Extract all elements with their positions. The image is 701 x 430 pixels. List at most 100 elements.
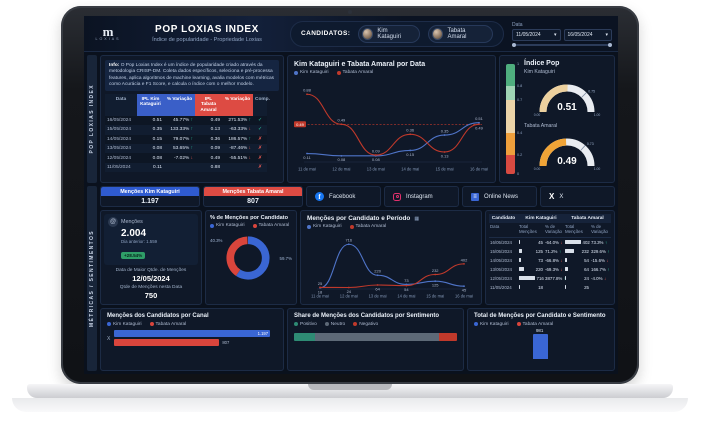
x-button[interactable]: X X [540, 186, 615, 207]
share-segment-neutro[interactable] [315, 332, 440, 341]
ipl-table-header[interactable]: % Variação [222, 94, 253, 116]
ipl-table-cell[interactable]: 45.77% ↑ [164, 115, 195, 126]
mentions-table-cell[interactable]: 402 [564, 238, 590, 247]
mentions-table-cell[interactable] [544, 283, 564, 292]
mentions-table-cell[interactable]: -64.0% ↓ [545, 239, 563, 245]
mentions-table-subheader[interactable]: % de Variação [544, 223, 564, 238]
mentions-table-cell[interactable]: 13/05/2024 [490, 266, 512, 272]
ipl-table-header[interactable]: IPL Kim Kataguiri [137, 94, 164, 116]
mentions-table-subheader[interactable]: % de Variação [590, 223, 611, 238]
mentions-table-cell[interactable]: 25 [564, 283, 590, 292]
channel-bar[interactable] [114, 338, 220, 346]
mentions-table-cell[interactable]: -69.3% ↓ [545, 266, 563, 272]
legend-item[interactable]: Tabata Amaral [149, 322, 186, 327]
mentions-table-cell[interactable]: 16/05/2024 [490, 239, 512, 245]
ipl-table-cell[interactable]: 53.65% ↑ [164, 143, 195, 154]
ipl-table-cell[interactable]: -55.51% ↓ [222, 153, 253, 163]
ipl-table-cell[interactable]: ✓ [253, 125, 267, 135]
mentions-table-cell[interactable]: 716 [518, 274, 544, 283]
mentions-table-cell[interactable]: -4.0% ↓ [591, 275, 607, 281]
legend-item[interactable]: Kim Kataguiri [210, 223, 245, 228]
mentions-table-cell[interactable]: 24 [564, 274, 590, 283]
online-news-button[interactable]: ≡ Online News [462, 186, 537, 207]
mentions-table-cell[interactable]: 166.7% ↑ [591, 266, 610, 272]
ipl-table-cell[interactable]: 0.11 [137, 162, 164, 173]
mentions-table-subheader[interactable]: Data [489, 223, 518, 238]
mentions-table-subheader[interactable]: Total Menções [518, 223, 544, 238]
ipl-table-cell[interactable]: 0.51 [137, 115, 164, 126]
ipl-table-cell[interactable]: 186.57% ↑ [222, 134, 253, 144]
mentions-table-cell[interactable]: 73.3% ↑ [591, 239, 608, 245]
legend-item[interactable]: Tabata Amaral [349, 224, 386, 229]
channel-bar[interactable]: 1.197 [114, 329, 271, 337]
legend-item[interactable]: Neutro [324, 322, 345, 327]
legend-item[interactable]: Tabata Amaral [516, 322, 553, 327]
ipl-table-cell[interactable]: 271.53% ↑ [222, 115, 253, 126]
slider-handle-left[interactable] [512, 42, 516, 47]
mentions-table-cell[interactable]: 220 [518, 265, 544, 274]
legend-item[interactable]: Kim Kataguiri [307, 224, 342, 229]
share-stacked-bar[interactable] [294, 332, 457, 341]
mentions-table-cell[interactable]: 18 [518, 283, 544, 292]
legend-item[interactable]: Tabata Amaral [336, 70, 373, 75]
mentions-line-chart[interactable]: 18 716 220 73 125 45 25 24 64 54 232 402 11 de mai 12… [307, 230, 477, 305]
ipl-table-cell[interactable]: 11/05/2024 [105, 162, 137, 173]
mentions-table-group-header[interactable]: Tabata Amaral [564, 214, 611, 223]
ipl-table-cell[interactable]: 0.09 [195, 143, 222, 154]
ipl-table-cell[interactable]: 12/05/2024 [105, 153, 137, 163]
ipl-table-header[interactable]: Data [105, 94, 137, 116]
mentions-table-subheader[interactable]: Total Menções [564, 223, 590, 238]
instagram-button[interactable]: Instagram [384, 186, 459, 207]
mentions-table-cell[interactable]: 14/05/2024 [490, 257, 512, 263]
candidate-chip-kim[interactable]: Kim Kataguiri [358, 24, 421, 43]
candidate-chip-tabata[interactable]: Tabata Amaral [428, 24, 493, 43]
ipl-table-cell[interactable]: 16/05/2024 [105, 115, 137, 126]
mentions-table-cell[interactable]: 12/05/2024 [490, 275, 512, 281]
mentions-table-group-header[interactable]: Kim Kataguiri [518, 214, 564, 223]
share-segment-positivo[interactable] [294, 332, 316, 341]
ipl-table[interactable]: Data IPL Kim Kataguiri % Variação IPL Tabat… [105, 94, 279, 173]
legend-item[interactable]: Kim Kataguiri [474, 322, 509, 327]
mentions-table-cell[interactable]: 45 [518, 238, 544, 247]
gauge-kim[interactable]: 0.75 0.51 0.00 1.00 [524, 75, 610, 122]
mentions-table-cell[interactable] [590, 283, 611, 292]
slider-handle-right[interactable] [608, 42, 612, 47]
rail-section-pop-index[interactable]: POP LOXIAS INDEX [87, 55, 97, 183]
mentions-table-cell[interactable]: -66.8% ↓ [545, 257, 563, 263]
ipl-table-header[interactable]: Comp. [253, 94, 270, 116]
ipl-table-cell[interactable]: -7.02% ↓ [164, 153, 195, 163]
ipl-table-cell[interactable] [164, 162, 195, 173]
ipl-table-cell[interactable]: 0.49 [195, 115, 222, 126]
channel-bars-chart[interactable]: X 1.197 807 [107, 329, 277, 348]
sentiment-bar[interactable] [532, 334, 548, 359]
ipl-table-cell[interactable]: 0.08 [137, 143, 164, 154]
legend-item[interactable]: Kim Kataguiri [294, 70, 329, 75]
mentions-table-cell[interactable]: 71.2% ↑ [545, 248, 562, 254]
ipl-table-cell[interactable]: 133.33% ↑ [164, 125, 195, 135]
mentions-table[interactable]: Candidato Kim Kataguiri Tabata Amaral Data T… [489, 214, 611, 292]
ipl-table-cell[interactable]: 15/05/2024 [105, 125, 137, 135]
facebook-button[interactable]: f Facebook [306, 186, 381, 207]
mentions-table-cell[interactable]: 73 [518, 256, 544, 265]
ipl-table-cell[interactable]: ✗ [253, 153, 267, 163]
mentions-table-group-header[interactable]: Candidato [489, 214, 518, 223]
ipl-table-cell[interactable]: ✗ [253, 143, 267, 154]
ipl-table-header[interactable]: IPL Tabata Amaral [195, 94, 222, 116]
mentions-table-cell[interactable]: 3877.8% ↑ [545, 275, 566, 281]
date-to-select[interactable]: 16/05/2024 ▾ [563, 28, 612, 41]
legend-item[interactable]: Negativo [353, 322, 378, 327]
legend-item[interactable]: Positivo [294, 322, 317, 327]
ipl-table-cell[interactable]: ✗ [253, 162, 267, 173]
ipl-table-cell[interactable]: 0.36 [195, 134, 222, 144]
gauge-tabata[interactable]: 0.73 0.49 0.00 1.00 [524, 129, 610, 176]
rail-section-metrics[interactable]: MÉTRICAS / SENTIMENTOS [87, 186, 97, 371]
sentiment-bar-chart[interactable]: 981 [474, 328, 608, 359]
ipl-table-cell[interactable]: 0.88 [195, 162, 222, 173]
mentions-table-cell[interactable]: 125 [518, 247, 544, 256]
ipl-table-cell[interactable]: -63.33% ↓ [222, 125, 253, 135]
legend-item[interactable]: Tabata Amaral [252, 223, 289, 228]
mentions-table-cell[interactable]: 15/05/2024 [490, 248, 512, 254]
ipl-table-cell[interactable]: 0.15 [137, 134, 164, 144]
mentions-table-cell[interactable]: 64 [564, 265, 590, 274]
chart-options-icon[interactable]: ▦ [414, 215, 420, 222]
